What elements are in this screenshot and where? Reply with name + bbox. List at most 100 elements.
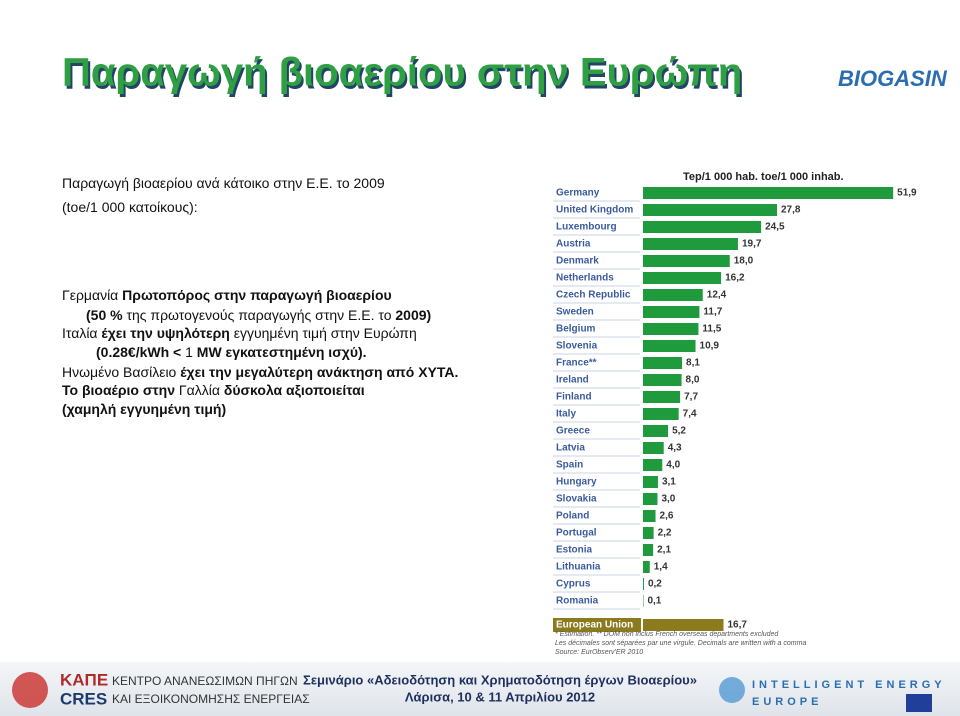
- category-label: Italy: [556, 409, 576, 420]
- bar: [643, 221, 762, 233]
- category-label: Netherlands: [556, 273, 614, 284]
- logo: BIOGASIN: [838, 66, 948, 91]
- body-text: MW εγκατεστημένη ισχύ).: [193, 344, 367, 360]
- category-label: Belgium: [556, 324, 596, 335]
- footer-band: [0, 662, 960, 716]
- body-text: (0.28€/kWh <: [96, 344, 185, 360]
- bar: [643, 289, 703, 301]
- body-line: (toe/1 000 κατοίκους):: [62, 199, 198, 215]
- chart-note: Les décimales sont séparées par une virg…: [555, 640, 806, 647]
- value-label: 3,0: [661, 494, 675, 505]
- category-label: Luxembourg: [556, 222, 617, 233]
- body-text: δύσκολα αξιοποιείται: [224, 382, 365, 398]
- bar: [643, 272, 722, 284]
- bar: [643, 619, 724, 631]
- bar: [643, 204, 777, 216]
- value-label: 2,1: [657, 545, 671, 556]
- value-label: 8,1: [686, 358, 700, 369]
- category-label: France**: [556, 358, 597, 369]
- value-label: 11,5: [702, 324, 721, 335]
- bar: [643, 323, 699, 335]
- body-line: Γερμανία Πρωτοπόρος στην παραγωγή βιοαερ…: [62, 287, 392, 303]
- chart-note: * Estimation. ** DOM non inclus French o…: [555, 631, 779, 638]
- value-label: 11,7: [703, 307, 722, 318]
- category-label: Portugal: [556, 528, 597, 539]
- bar: [643, 391, 681, 403]
- value-label: 4,3: [668, 443, 682, 454]
- place-date: Λάρισα, 10 & 11 Απριλίου 2012: [405, 689, 595, 704]
- body-line: Ηνωμένο Βασίλειο έχει την μεγαλύτερη ανά…: [62, 364, 458, 380]
- body-text: Ιταλία: [62, 325, 101, 341]
- value-label: 18,0: [734, 256, 754, 267]
- category-label: Greece: [556, 426, 590, 437]
- category-label: Denmark: [556, 256, 599, 267]
- body-text: Πρωτοπόρος στην παραγωγή βιοαερίου: [122, 287, 391, 303]
- category-label: Austria: [556, 239, 591, 250]
- category-label: European Union: [556, 620, 633, 631]
- body-text: (χαμηλή εγγυημένη τιμή): [62, 401, 226, 417]
- body-text: (toe/1 000 κατοίκους):: [62, 199, 198, 215]
- bar: [643, 493, 658, 505]
- body-text: Ηνωμένο Βασίλειο: [62, 364, 180, 380]
- category-label: Spain: [556, 460, 583, 471]
- body-text: 1: [185, 344, 193, 360]
- footer-logo-icon: [12, 672, 48, 708]
- title-shadow: Παραγωγή βιοαερίου στην Ευρώπη: [64, 54, 744, 98]
- category-label: Slovakia: [556, 494, 597, 505]
- value-label: 27,8: [781, 205, 801, 216]
- body-text: Το βιοαέριο στην: [62, 382, 179, 398]
- body-text: Παραγωγή βιοαερίου ανά κάτοικο στην Ε.Ε.…: [62, 175, 385, 191]
- chart-note: Source: EurObserv'ER 2010: [555, 649, 643, 656]
- category-label: Poland: [556, 511, 589, 522]
- org-short: ΚΑΠΕ: [60, 670, 108, 689]
- program: INTELLIGENT ENERGY: [752, 679, 946, 691]
- bar: [643, 442, 664, 454]
- value-label: 2,2: [658, 528, 672, 539]
- unit-header: Tep/1 000 hab. toe/1 000 inhab.: [683, 171, 844, 183]
- slide-title: Παραγωγή βιοαερίου στην Ευρώπη: [62, 51, 742, 95]
- category-label: Finland: [556, 392, 592, 403]
- bar: [643, 374, 682, 386]
- value-label: 5,2: [672, 426, 686, 437]
- body-line: Παραγωγή βιοαερίου ανά κάτοικο στην Ε.Ε.…: [62, 175, 385, 191]
- body-line: (50 % της πρωτογενούς παραγωγής στην Ε.Ε…: [86, 307, 431, 323]
- body-text: εγγυημένη τιμή στην Ευρώπη: [234, 325, 417, 341]
- value-label: 7,4: [683, 409, 697, 420]
- value-label: 0,1: [647, 596, 661, 607]
- value-label: 0,2: [648, 579, 662, 590]
- body-line: (0.28€/kWh < 1 MW εγκατεστημένη ισχύ).: [96, 344, 367, 360]
- bar: [643, 238, 738, 250]
- org-name: ΚΑΙ ΕΞΟΙΚΟΝΟΜΗΣΗΣ ΕΝΕΡΓΕΙΑΣ: [112, 692, 310, 706]
- value-label: 10,9: [700, 341, 720, 352]
- category-label: United Kingdom: [556, 205, 633, 216]
- body-line: Το βιοαέριο στην Γαλλία δύσκολα αξιοποιε…: [62, 382, 365, 398]
- bar: [643, 306, 700, 318]
- body-line: Ιταλία έχει την υψηλότερη εγγυημένη τιμή…: [62, 325, 417, 341]
- category-label: Sweden: [556, 307, 594, 318]
- category-label: Lithuania: [556, 562, 601, 573]
- value-label: 16,7: [727, 620, 747, 631]
- category-label: Germany: [556, 188, 600, 199]
- category-label: Latvia: [556, 443, 585, 454]
- body-text: Γερμανία: [62, 287, 122, 303]
- bar: [643, 340, 696, 352]
- eu-flag: [906, 694, 932, 712]
- value-label: 51,9: [897, 188, 917, 199]
- bar: [643, 425, 669, 437]
- body-text: Γαλλία: [179, 382, 224, 398]
- bar: [643, 408, 679, 420]
- body-text: έχει την υψηλότερη: [101, 325, 233, 341]
- category-label: Romania: [556, 596, 599, 607]
- value-label: 16,2: [725, 273, 745, 284]
- category-label: Cyprus: [556, 579, 591, 590]
- label-box: [553, 618, 641, 632]
- bar: [643, 187, 894, 199]
- category-label: Estonia: [556, 545, 593, 556]
- value-label: 24,5: [765, 222, 785, 233]
- bar: [643, 527, 654, 539]
- bar: [643, 544, 654, 556]
- value-label: 8,0: [686, 375, 700, 386]
- value-label: 12,4: [707, 290, 727, 301]
- body-text: (50 %: [86, 307, 126, 323]
